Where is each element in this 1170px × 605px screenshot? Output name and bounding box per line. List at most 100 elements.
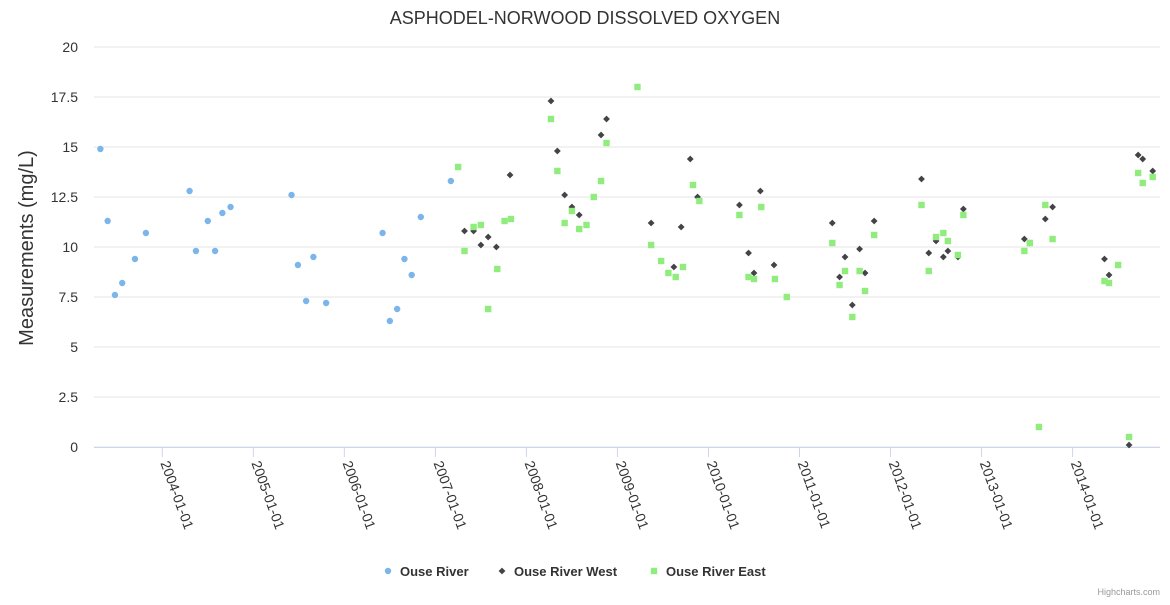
data-point[interactable] [393,305,401,313]
data-point[interactable] [104,217,111,225]
data-point[interactable] [770,261,778,269]
data-point[interactable] [932,233,940,241]
data-point[interactable] [670,263,678,271]
data-point[interactable] [1020,235,1028,243]
data-point[interactable] [568,207,576,215]
data-point[interactable] [597,131,605,139]
data-point[interactable] [736,211,743,219]
data-point[interactable] [1114,261,1122,269]
data-point[interactable] [547,115,555,123]
data-point[interactable] [484,305,492,313]
data-point[interactable] [408,271,415,279]
legend-marker[interactable] [498,567,506,575]
data-point[interactable] [211,247,219,255]
data-point[interactable] [861,269,869,277]
data-point[interactable] [1049,203,1056,211]
data-point[interactable] [647,219,655,227]
data-point[interactable] [836,281,843,289]
data-point[interactable] [553,147,561,155]
data-point[interactable] [484,233,492,241]
data-point[interactable] [492,243,500,251]
data-point[interactable] [204,217,211,225]
data-point[interactable] [597,177,605,185]
data-point[interactable] [665,269,672,277]
data-point[interactable] [1101,255,1108,263]
data-point[interactable] [470,223,477,231]
data-point[interactable] [960,211,967,219]
data-point[interactable] [111,291,119,299]
data-point[interactable] [959,205,967,213]
data-point[interactable] [870,231,878,239]
data-point[interactable] [1105,271,1113,279]
data-point[interactable] [745,273,752,281]
data-point[interactable] [657,257,665,265]
data-point[interactable] [294,261,302,269]
data-point[interactable] [1149,173,1156,181]
data-point[interactable] [829,239,836,247]
data-point[interactable] [554,167,561,175]
data-point[interactable] [783,293,790,301]
data-point[interactable] [634,83,641,91]
data-point[interactable] [1134,151,1142,159]
data-point[interactable] [856,267,863,275]
legend-item[interactable]: Ouse River East [650,564,767,579]
data-point[interactable] [1021,247,1028,255]
data-point[interactable] [918,201,925,209]
data-point[interactable] [686,155,694,163]
data-point[interactable] [461,247,468,255]
legend-item[interactable]: Ouse River West [498,564,618,579]
data-point[interactable] [841,253,849,261]
data-point[interactable] [575,211,583,219]
legend-marker[interactable] [650,567,658,575]
data-point[interactable] [677,223,685,231]
data-point[interactable] [1042,201,1049,209]
data-point[interactable] [219,209,226,217]
data-point[interactable] [689,181,697,189]
data-point[interactable] [771,275,779,283]
data-point[interactable] [576,225,583,233]
data-point[interactable] [142,229,150,237]
data-point[interactable] [696,197,703,205]
data-point[interactable] [918,175,925,183]
data-point[interactable] [119,279,126,287]
data-point[interactable] [494,265,501,273]
data-point[interactable] [1026,239,1034,247]
legend-item[interactable]: Ouse River [384,564,469,579]
data-point[interactable] [547,97,555,105]
data-point[interactable] [1149,167,1157,175]
legend-marker[interactable] [384,567,392,575]
data-point[interactable] [756,187,764,195]
data-point[interactable] [470,227,478,235]
data-point[interactable] [501,217,508,225]
data-point[interactable] [1101,277,1108,285]
data-point[interactable] [447,177,455,185]
data-point[interactable] [583,221,590,229]
data-point[interactable] [672,273,679,281]
data-point[interactable] [870,217,878,225]
data-point[interactable] [1125,433,1133,441]
data-point[interactable] [736,201,743,209]
data-point[interactable] [506,171,514,179]
data-point[interactable] [848,301,856,309]
data-point[interactable] [939,253,947,261]
data-point[interactable] [836,273,843,281]
credits-link[interactable]: Highcharts.com [1097,587,1160,597]
data-point[interactable] [507,215,515,223]
data-point[interactable] [477,241,485,249]
data-point[interactable] [454,163,462,171]
data-point[interactable] [954,251,962,259]
data-point[interactable] [940,229,947,237]
data-point[interactable] [192,247,200,255]
data-point[interactable] [461,227,468,235]
data-point[interactable] [561,191,569,199]
data-point[interactable] [849,313,856,321]
data-point[interactable] [288,191,295,199]
data-point[interactable] [322,299,330,307]
data-point[interactable] [745,249,752,257]
data-point[interactable] [1105,279,1113,287]
data-point[interactable] [227,203,234,211]
data-point[interactable] [131,255,139,263]
data-point[interactable] [925,249,933,257]
data-point[interactable] [302,297,310,305]
data-point[interactable] [603,115,610,123]
